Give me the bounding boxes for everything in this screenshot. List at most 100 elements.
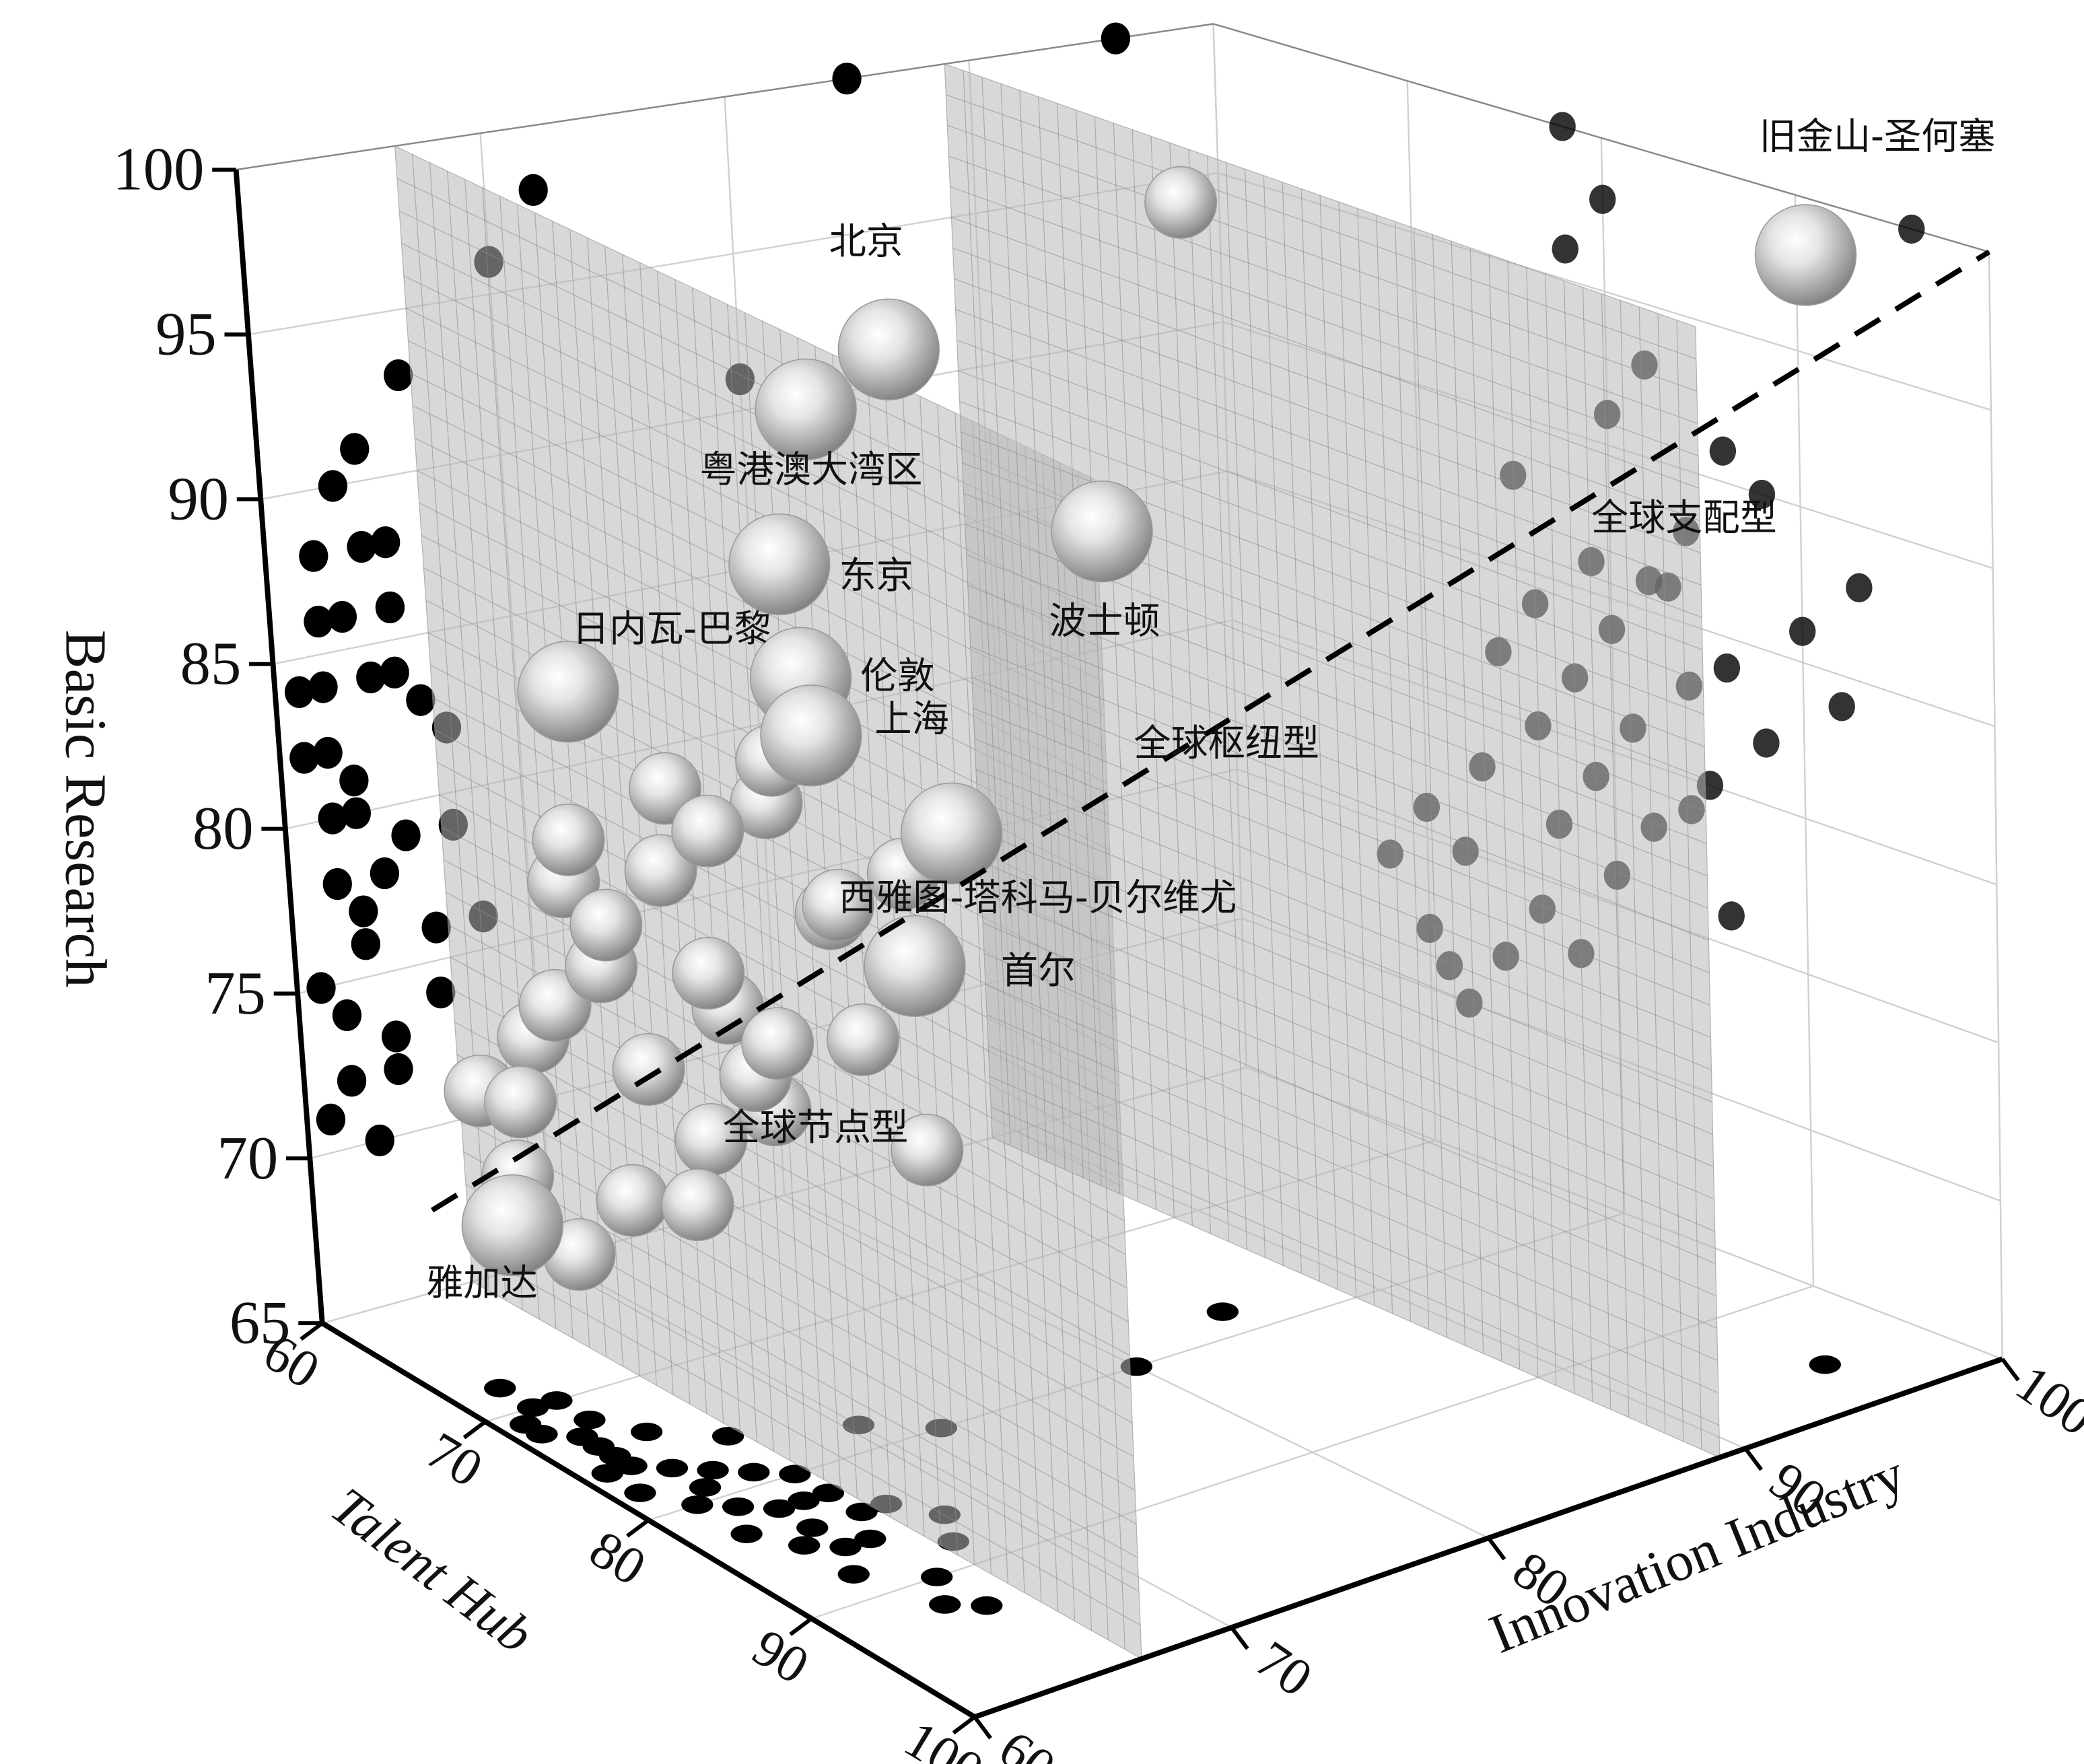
plane-mesh (1432, 234, 1466, 1346)
plane-mesh (454, 1022, 1132, 1390)
x-tick-label: 70 (1245, 1630, 1322, 1708)
z-tick-label: 85 (180, 629, 242, 697)
shadow-floor (656, 1458, 689, 1478)
shadow-back (316, 1103, 346, 1136)
shadow-side (1789, 616, 1816, 646)
plane-mesh (1526, 267, 1557, 1386)
z-axis-title: Basic Research (54, 630, 118, 988)
shadow-floor (730, 1524, 763, 1543)
z-tick-label: 100 (112, 135, 204, 203)
plane-mesh (499, 196, 574, 1339)
shadow-floor (516, 1398, 549, 1417)
plane-mesh (1638, 307, 1666, 1434)
annotation: 全球节点型 (723, 1106, 909, 1150)
plane-mesh (1319, 195, 1357, 1298)
shadow-side (1846, 573, 1873, 602)
shadow-back (381, 1020, 411, 1053)
plane-mesh (981, 77, 1029, 1154)
shadow-side (1753, 728, 1780, 758)
plane (944, 64, 1720, 1458)
plane-mesh (534, 213, 607, 1357)
plane-mesh (1676, 320, 1702, 1450)
bubble (1754, 204, 1857, 306)
shadow-floor (845, 1502, 878, 1522)
plane-mesh (985, 983, 1716, 1297)
bubble (461, 1174, 563, 1277)
plane-mesh (1000, 83, 1047, 1162)
shadow-back (1101, 22, 1131, 55)
shadow-floor (738, 1462, 770, 1482)
x-tick (1230, 1626, 1249, 1650)
plane-mesh (1150, 136, 1193, 1226)
bubble (728, 513, 831, 616)
shadow-side (1828, 692, 1855, 721)
z-tick-label: 75 (205, 959, 266, 1027)
bubble (864, 915, 966, 1017)
bubble (1051, 480, 1153, 583)
plane-mesh (1620, 300, 1648, 1426)
bubble (661, 1168, 734, 1242)
annotation: 全球枢纽型 (1134, 722, 1319, 765)
shadow-back (375, 591, 405, 624)
plane-mesh (990, 1106, 1720, 1426)
shadow-back (365, 1124, 394, 1157)
plane-mesh (1207, 155, 1248, 1250)
plane-mesh (963, 70, 1011, 1146)
plane-mesh (967, 585, 1708, 876)
plane-mesh (1075, 110, 1120, 1194)
shadow-back (384, 1053, 413, 1086)
plane-mesh (456, 1054, 1133, 1423)
shadow-floor (689, 1478, 722, 1497)
shadow-floor (1206, 1302, 1239, 1321)
plane-mesh (951, 217, 1700, 489)
shadow-back (299, 540, 328, 572)
plane-mesh (973, 707, 1710, 1006)
point-label: 波士顿 (1049, 600, 1160, 643)
shadow-back (306, 972, 336, 1004)
bubble (760, 684, 862, 787)
point-label: 日内瓦-巴黎 (572, 608, 771, 651)
plane-mesh (957, 339, 1702, 618)
shadow-back (341, 797, 372, 829)
bubble (900, 782, 1003, 884)
shadow-floor (541, 1391, 573, 1410)
plane-mesh (1244, 169, 1284, 1266)
plane-mesh (1601, 293, 1630, 1418)
shadow-floor (582, 1437, 615, 1456)
shadow-floor (624, 1483, 656, 1502)
shadow-floor (630, 1422, 663, 1442)
shadow-floor (763, 1499, 796, 1518)
y-tick (952, 1715, 976, 1735)
shadow-floor (812, 1483, 845, 1503)
plane-mesh (983, 953, 1716, 1265)
plane-mesh (978, 831, 1713, 1135)
plane-mesh (1113, 122, 1156, 1210)
shadow-floor (779, 1465, 811, 1483)
plane-mesh (969, 615, 1708, 909)
shadow-floor (1809, 1355, 1841, 1374)
shadow-back (406, 684, 436, 716)
plane-mesh (1451, 241, 1484, 1354)
x-tick (2001, 1357, 2020, 1382)
shadow-back (347, 530, 376, 563)
plane-mesh (472, 1281, 1142, 1660)
point-label: 西雅图-塔科马-贝尔维尤 (839, 877, 1237, 920)
plane-mesh (461, 1119, 1136, 1491)
plane-mesh (517, 204, 590, 1348)
plane-mesh (992, 1137, 1721, 1458)
plane-mesh (1300, 188, 1339, 1290)
shadow-back (832, 63, 862, 95)
bubble (837, 298, 940, 400)
shadow-side (1589, 184, 1616, 214)
x-tick-label: 60 (988, 1720, 1065, 1764)
shadow-back (384, 359, 413, 392)
plane-mesh (1469, 248, 1502, 1362)
grid-line (1794, 195, 1815, 1286)
plane-mesh (1094, 116, 1138, 1202)
y-tick (789, 1617, 813, 1636)
plane-mesh (981, 892, 1714, 1200)
shadow-back (391, 819, 421, 851)
plane-mesh (958, 370, 1703, 650)
